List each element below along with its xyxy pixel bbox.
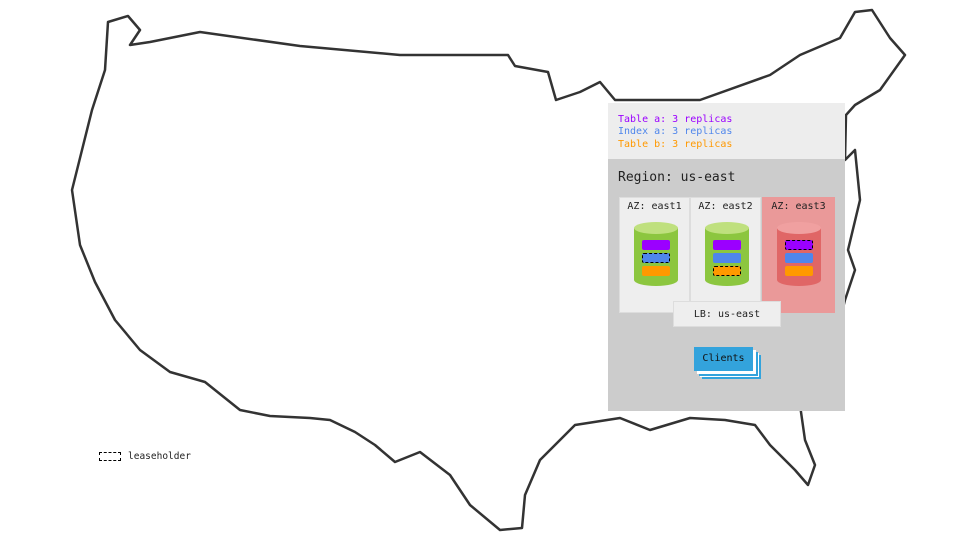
az-east3: AZ: east3 [762, 197, 835, 313]
az-east1: AZ: east1 [619, 197, 690, 313]
replica-index-a [713, 253, 741, 263]
replica-table-a [713, 240, 741, 250]
az-label: AZ: east2 [698, 201, 753, 212]
leaseholder-key-label: leaseholder [128, 451, 191, 462]
legend-table-a: Table a: 3 replicas [618, 114, 733, 125]
az-label: AZ: east1 [627, 201, 682, 212]
replica-table-b [785, 266, 813, 276]
load-balancer: LB: us-east [673, 301, 781, 327]
az-east2: AZ: east2 [690, 197, 761, 313]
replica-index-a [785, 253, 813, 263]
replica-table-b-leaseholder [713, 266, 741, 276]
replica-legend [608, 103, 845, 159]
replica-table-a [642, 240, 670, 250]
az-label: AZ: east3 [771, 201, 826, 212]
clients: Clients [694, 347, 753, 371]
replica-table-a-leaseholder [785, 240, 813, 250]
replica-index-a-leaseholder [642, 253, 670, 263]
replica-table-b [642, 266, 670, 276]
region-title: Region: us-east [618, 170, 736, 185]
leaseholder-key-swatch [99, 452, 121, 461]
legend-table-b: Table b: 3 replicas [618, 139, 733, 150]
legend-index-a: Index a: 3 replicas [618, 126, 733, 137]
